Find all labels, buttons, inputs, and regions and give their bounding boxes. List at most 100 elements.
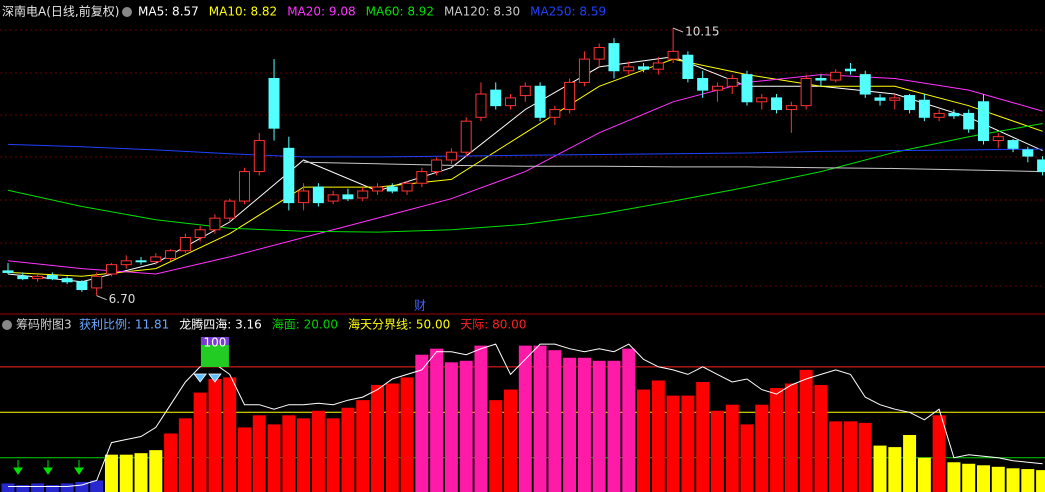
candle-body bbox=[238, 171, 250, 202]
grid bbox=[0, 29, 1045, 315]
bar bbox=[164, 433, 178, 492]
candle-body bbox=[918, 99, 930, 118]
candle-body bbox=[697, 78, 709, 91]
bar bbox=[991, 466, 1005, 492]
bar bbox=[193, 392, 207, 492]
legend-label: MA60: 8.92 bbox=[366, 5, 434, 19]
legend-label: MA120: 8.30 bbox=[444, 5, 520, 19]
candle-body bbox=[830, 71, 842, 81]
bar bbox=[799, 369, 813, 492]
indicator-line bbox=[8, 343, 1043, 487]
bar bbox=[533, 345, 547, 492]
bar bbox=[622, 348, 636, 492]
candle-body bbox=[401, 182, 413, 192]
candle-body bbox=[268, 78, 280, 129]
candle-body bbox=[312, 186, 324, 204]
candle-body bbox=[889, 97, 901, 101]
bar bbox=[888, 447, 902, 492]
candle-body bbox=[948, 112, 960, 117]
arrow bbox=[43, 467, 53, 475]
candle-body bbox=[977, 101, 989, 142]
bar bbox=[459, 360, 473, 492]
candle-body bbox=[844, 68, 856, 72]
bar bbox=[45, 484, 59, 492]
candle-body bbox=[150, 256, 162, 263]
bar bbox=[976, 465, 990, 492]
candle-body bbox=[652, 62, 664, 70]
low-label: 6.70 bbox=[109, 292, 136, 306]
candle-body bbox=[1022, 149, 1034, 157]
bar bbox=[696, 381, 710, 492]
bar bbox=[829, 421, 843, 492]
bar bbox=[858, 422, 872, 492]
bar bbox=[917, 457, 931, 492]
bar bbox=[297, 418, 311, 492]
bar bbox=[60, 483, 74, 492]
bar bbox=[267, 424, 281, 492]
menu-icon[interactable] bbox=[2, 320, 12, 330]
candle-body bbox=[76, 281, 88, 291]
diamond-icon bbox=[208, 373, 222, 383]
candle-body bbox=[209, 217, 221, 231]
bar bbox=[814, 385, 828, 492]
chart-title: 深南电A(日线,前复权) bbox=[2, 4, 119, 19]
arrow bbox=[74, 467, 84, 475]
bar bbox=[843, 421, 857, 492]
candle-body bbox=[505, 97, 517, 107]
legend-label: MA10: 8.82 bbox=[209, 5, 277, 19]
candle-body bbox=[904, 95, 916, 111]
candle-body bbox=[224, 200, 236, 219]
bar bbox=[710, 410, 724, 492]
bar bbox=[755, 404, 769, 492]
legend-label: 获利比例: 11.81 bbox=[79, 318, 169, 332]
bar bbox=[208, 378, 222, 492]
bar bbox=[444, 362, 458, 492]
candle-body bbox=[165, 250, 177, 259]
bar bbox=[341, 407, 355, 492]
candle-body bbox=[2, 270, 14, 273]
candle-body bbox=[91, 275, 103, 289]
bar bbox=[90, 480, 104, 492]
high-label: 10.15 bbox=[685, 25, 719, 39]
legend-label: MA5: 8.57 bbox=[138, 5, 199, 19]
candle-body bbox=[32, 275, 44, 280]
candle-body bbox=[490, 89, 502, 107]
candle-body bbox=[800, 78, 812, 107]
ma-line bbox=[7, 123, 1043, 233]
ma-line bbox=[7, 74, 1043, 275]
candle-body bbox=[933, 112, 945, 118]
candle-body bbox=[61, 278, 73, 283]
bar bbox=[134, 453, 148, 492]
bar bbox=[666, 395, 680, 492]
bar bbox=[104, 454, 118, 492]
bar bbox=[430, 348, 444, 492]
bar bbox=[474, 345, 488, 492]
bar bbox=[252, 415, 266, 492]
bar bbox=[311, 410, 325, 492]
bar bbox=[385, 383, 399, 492]
bar bbox=[149, 450, 163, 492]
candle-body bbox=[342, 194, 354, 200]
bar bbox=[1, 483, 15, 492]
candle-body bbox=[386, 186, 398, 192]
annotation-line bbox=[672, 27, 684, 33]
candle-body bbox=[549, 109, 561, 118]
bar bbox=[903, 434, 917, 492]
candle-body bbox=[608, 43, 620, 72]
bar bbox=[784, 383, 798, 492]
candle-body bbox=[17, 275, 29, 280]
candle-body bbox=[638, 66, 650, 70]
bar bbox=[356, 400, 370, 492]
bar bbox=[577, 357, 591, 492]
marker-top bbox=[200, 337, 229, 345]
candle-body bbox=[726, 78, 738, 87]
ma-line bbox=[303, 161, 1043, 173]
bar bbox=[651, 380, 665, 492]
candle-body bbox=[372, 186, 383, 192]
bar bbox=[873, 445, 887, 492]
bar bbox=[223, 377, 237, 492]
signal-arrows bbox=[13, 460, 84, 475]
menu-icon[interactable] bbox=[122, 7, 132, 17]
candle-body bbox=[682, 54, 694, 80]
